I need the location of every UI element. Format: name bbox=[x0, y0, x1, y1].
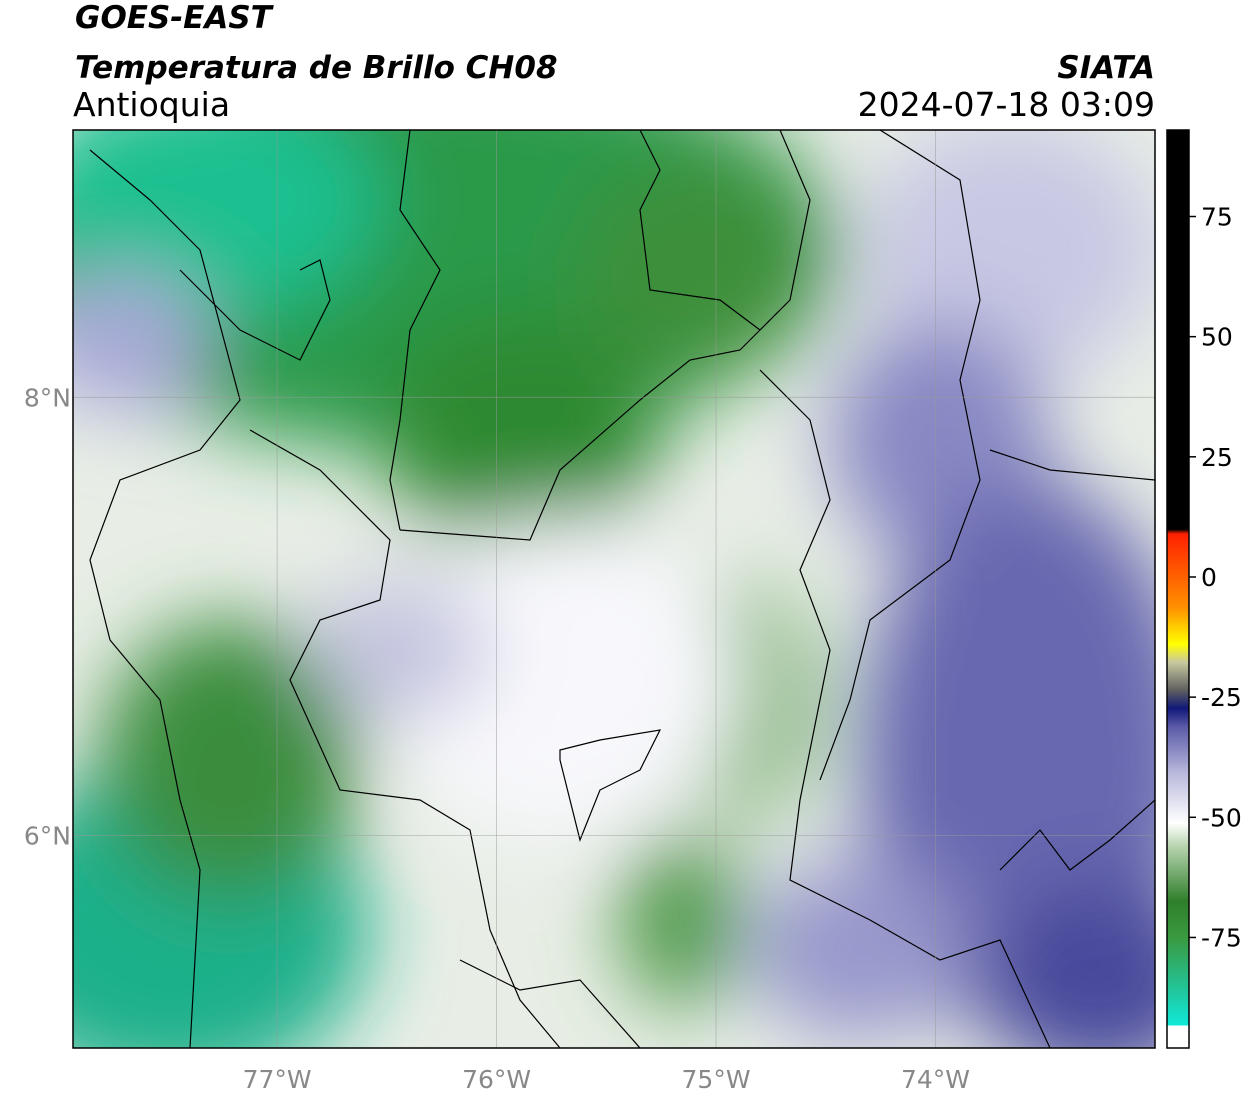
subtitle: Temperatura de Brillo CH08 bbox=[75, 50, 558, 86]
lon-tick-label: 77°W bbox=[243, 1065, 312, 1094]
colorbar-tick-label: -75 bbox=[1201, 923, 1242, 952]
region: Antioquia bbox=[73, 85, 230, 124]
colorbar-tick-label: 50 bbox=[1201, 323, 1233, 352]
title: GOES-EAST bbox=[75, 0, 275, 36]
satellite-image bbox=[73, 130, 1155, 1048]
colorbar-tick-label: 25 bbox=[1201, 443, 1233, 472]
source: SIATA bbox=[1057, 50, 1155, 86]
lon-tick-label: 74°W bbox=[901, 1065, 970, 1094]
colorbar-tick-label: 75 bbox=[1201, 203, 1233, 232]
lat-tick-label: 6°N bbox=[24, 821, 71, 850]
lat-tick-label: 8°N bbox=[24, 383, 71, 412]
colorbar-tick-label: 0 bbox=[1201, 563, 1217, 592]
datetime: 2024-07-18 03:09 bbox=[858, 85, 1155, 124]
colorbar-tick-label: -25 bbox=[1201, 683, 1242, 712]
colorbar-tick-label: -50 bbox=[1201, 803, 1242, 832]
lon-tick-label: 76°W bbox=[462, 1065, 531, 1094]
colorbar bbox=[1166, 129, 1190, 1049]
lon-tick-label: 75°W bbox=[682, 1065, 751, 1094]
map-frame bbox=[72, 129, 1156, 1049]
